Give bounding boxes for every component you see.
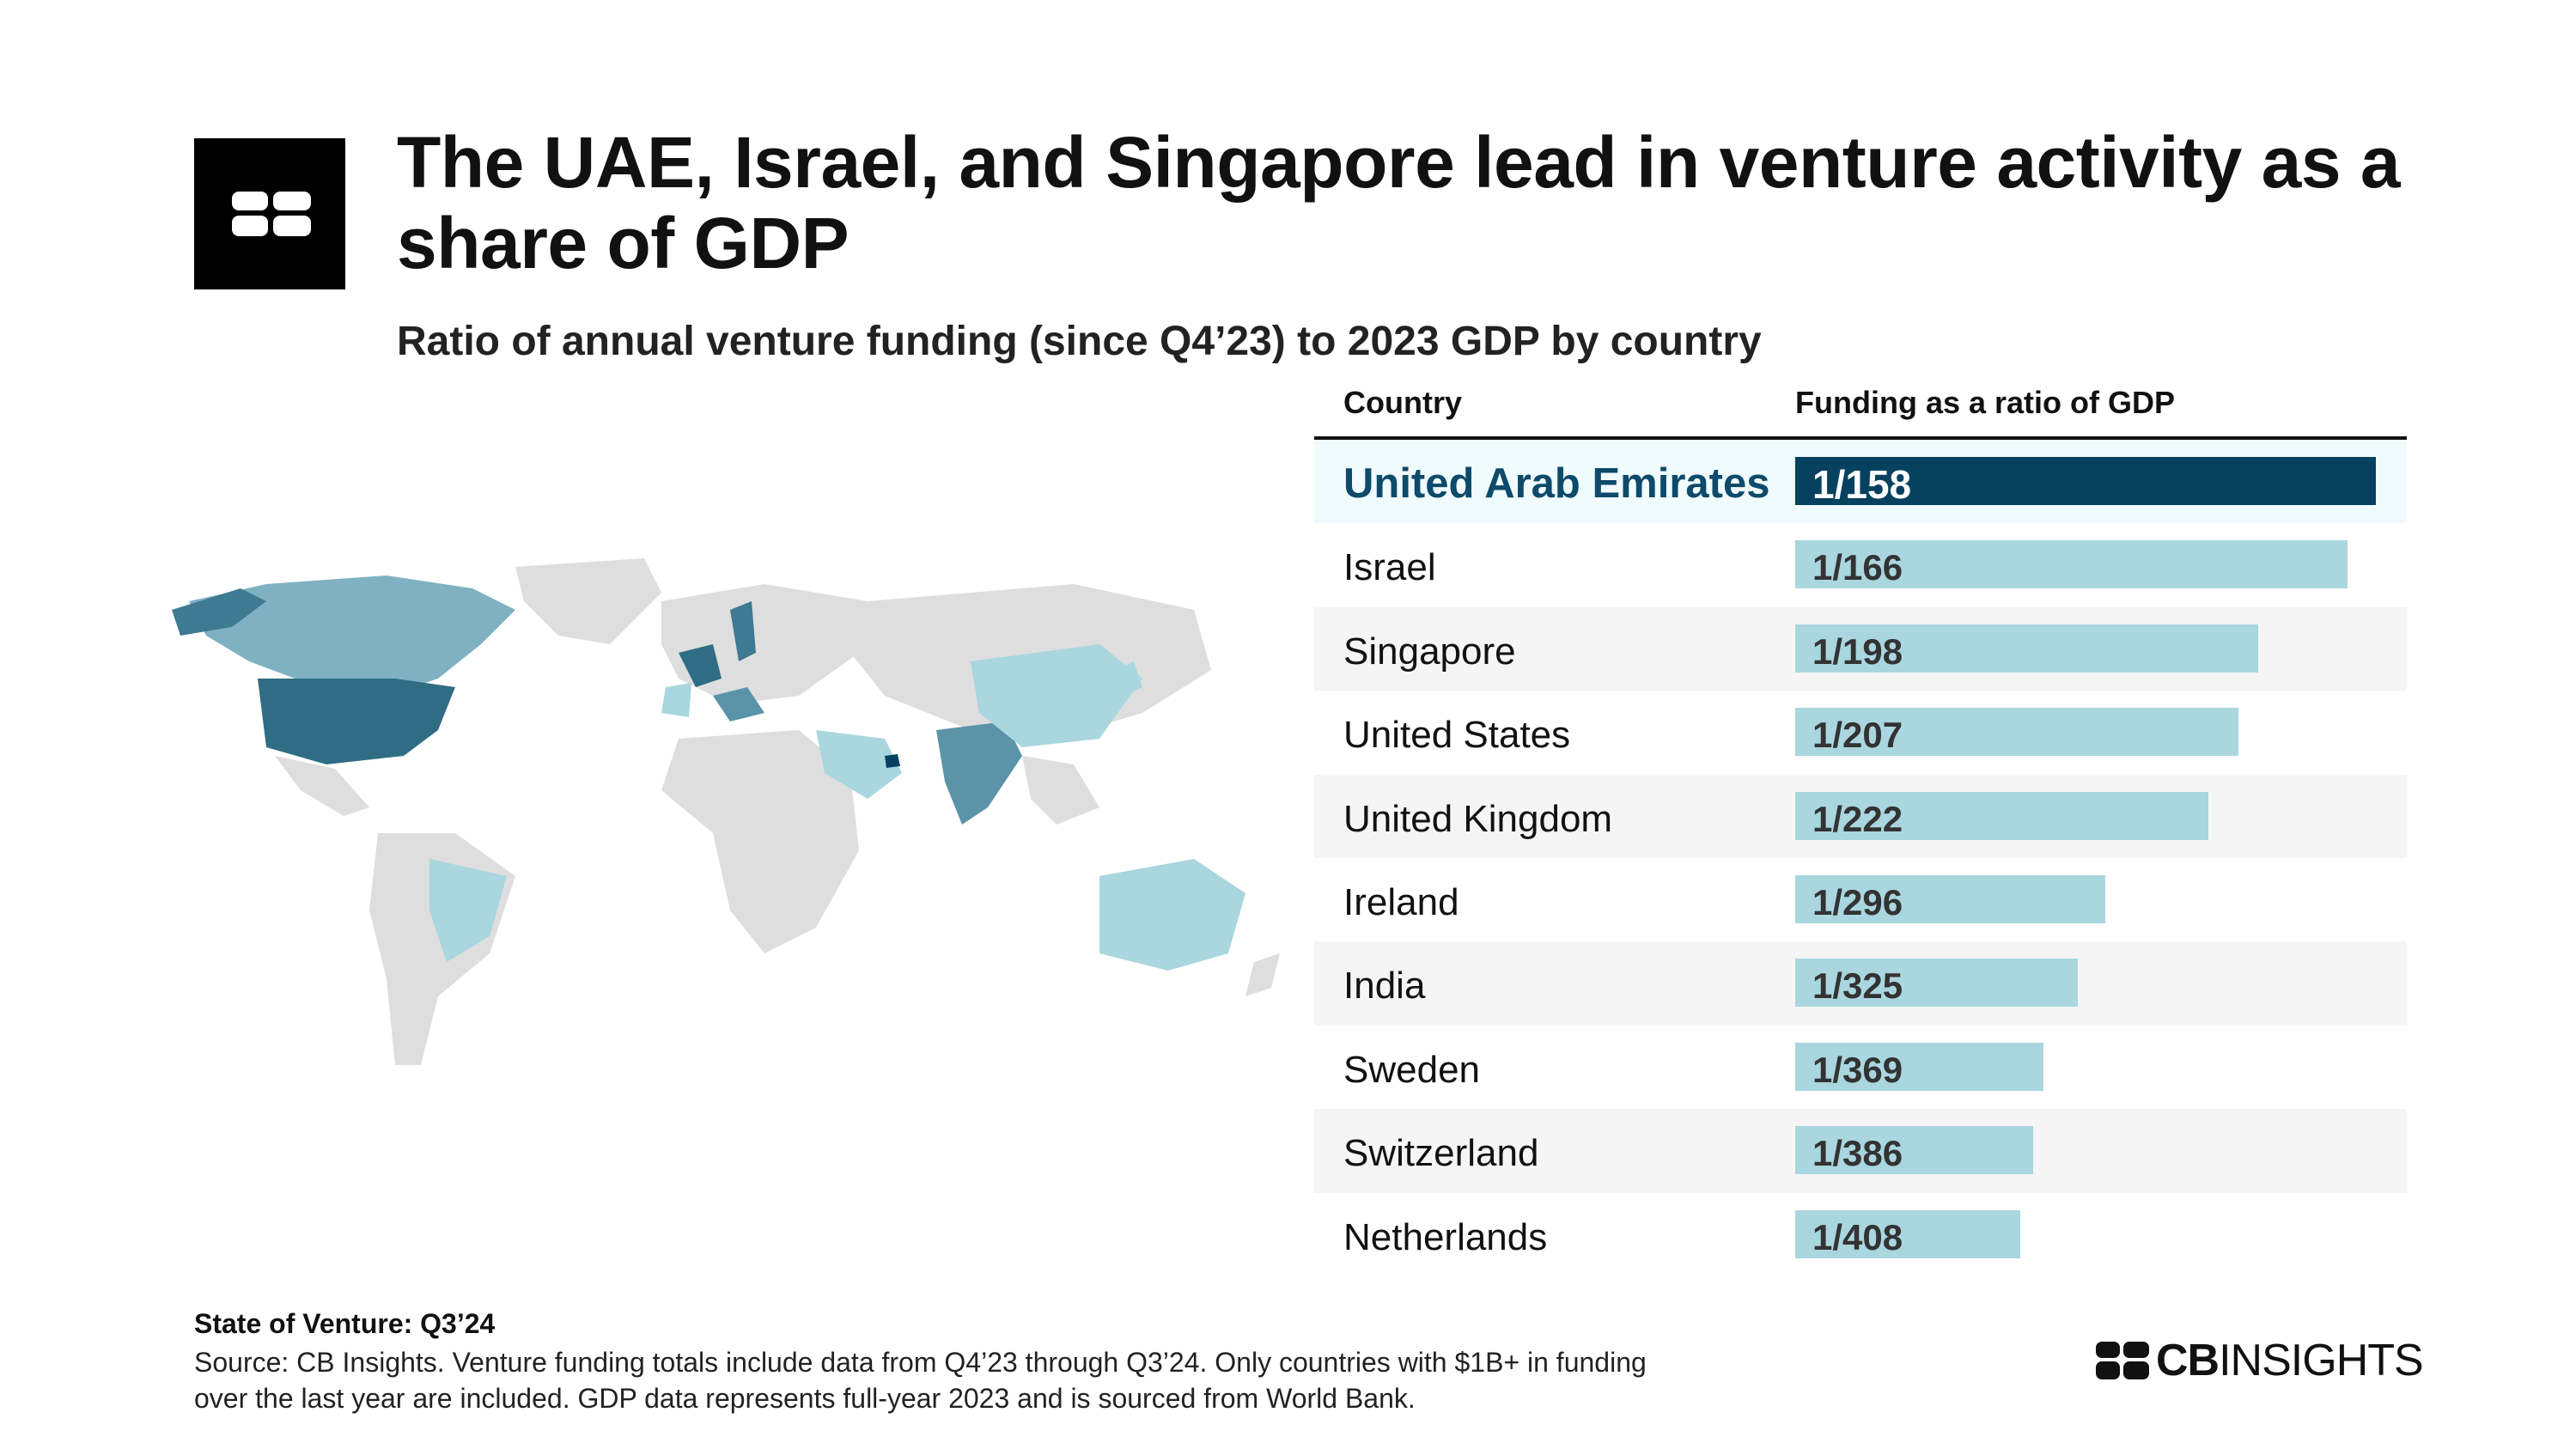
country-label: Sweden [1343, 1048, 1481, 1091]
ratio-label: 1/158 [1812, 462, 1912, 507]
ratio-bar: 1/296 [1795, 874, 2105, 923]
ratio-label: 1/369 [1812, 1049, 1903, 1090]
country-label: Switzerland [1343, 1132, 1539, 1175]
ratio-label: 1/207 [1812, 715, 1903, 756]
ratio-bar: 1/207 [1795, 708, 2238, 757]
header-ratio: Funding as a ratio of GDP [1795, 385, 2176, 420]
header-country: Country [1343, 385, 1462, 420]
footer-source-line2: over the last year are included. GDP dat… [194, 1383, 1416, 1414]
table-header: Country Funding as a ratio of GDP [1314, 378, 2407, 440]
chart-title: The UAE, Israel, and Singapore lead in v… [397, 122, 2401, 283]
ratio-label: 1/386 [1812, 1133, 1903, 1174]
table-row: Sweden 1/369 [1314, 1026, 2407, 1109]
table-row: India 1/325 [1314, 941, 2407, 1026]
chart-subtitle: Ratio of annual venture funding (since Q… [397, 319, 1762, 364]
ratio-label: 1/166 [1812, 547, 1903, 588]
ratio-bar: 1/198 [1795, 624, 2259, 673]
data-table: Country Funding as a ratio of GDP United… [1314, 378, 2407, 1276]
table-row: Switzerland 1/386 [1314, 1109, 2407, 1193]
ratio-bar: 1/325 [1795, 959, 2078, 1008]
country-label: Netherlands [1343, 1215, 1548, 1258]
table-rows: United Arab Emirates 1/158 Israel 1/166 Sing… [1314, 440, 2407, 1276]
ratio-label: 1/222 [1812, 798, 1903, 839]
world-map-icon [112, 550, 1297, 1099]
table-row: United Arab Emirates 1/158 [1314, 440, 2407, 524]
country-label: Israel [1343, 546, 1436, 589]
ratio-bar: 1/166 [1795, 540, 2348, 589]
ratio-bar: 1/158 [1795, 457, 2376, 507]
table-row: Singapore 1/198 [1314, 606, 2407, 691]
country-label: United States [1343, 714, 1571, 757]
ratio-label: 1/198 [1812, 630, 1903, 672]
cb-logo-icon [194, 138, 345, 289]
country-label: United Kingdom [1343, 797, 1613, 840]
table-row: Israel 1/166 [1314, 523, 2407, 606]
footer-source-line1: Source: CB Insights. Venture funding tot… [194, 1347, 1647, 1378]
table-row: Ireland 1/296 [1314, 858, 2407, 941]
country-label: United Arab Emirates [1343, 460, 1770, 507]
country-label: Ireland [1343, 880, 1459, 923]
brand-logo: CBINSIGHTS [2096, 1335, 2424, 1386]
ratio-label: 1/325 [1812, 965, 1903, 1007]
cb-brand-icon [2096, 1342, 2149, 1379]
brand-text: CBINSIGHTS [2156, 1336, 2424, 1385]
table-row: United States 1/207 [1314, 691, 2407, 774]
country-label: India [1343, 965, 1426, 1008]
ratio-bar: 1/386 [1795, 1126, 2033, 1175]
ratio-bar: 1/369 [1795, 1042, 2044, 1091]
footer-title: State of Venture: Q3’24 [194, 1308, 496, 1339]
table-row: United Kingdom 1/222 [1314, 774, 2407, 858]
footer-source: Source: CB Insights. Venture funding tot… [194, 1344, 1826, 1416]
country-label: Singapore [1343, 630, 1516, 673]
ratio-label: 1/296 [1812, 881, 1903, 922]
ratio-bar: 1/222 [1795, 791, 2209, 840]
table-row: Netherlands 1/408 [1314, 1193, 2407, 1276]
ratio-label: 1/408 [1812, 1216, 1903, 1257]
ratio-bar: 1/408 [1795, 1209, 2020, 1258]
